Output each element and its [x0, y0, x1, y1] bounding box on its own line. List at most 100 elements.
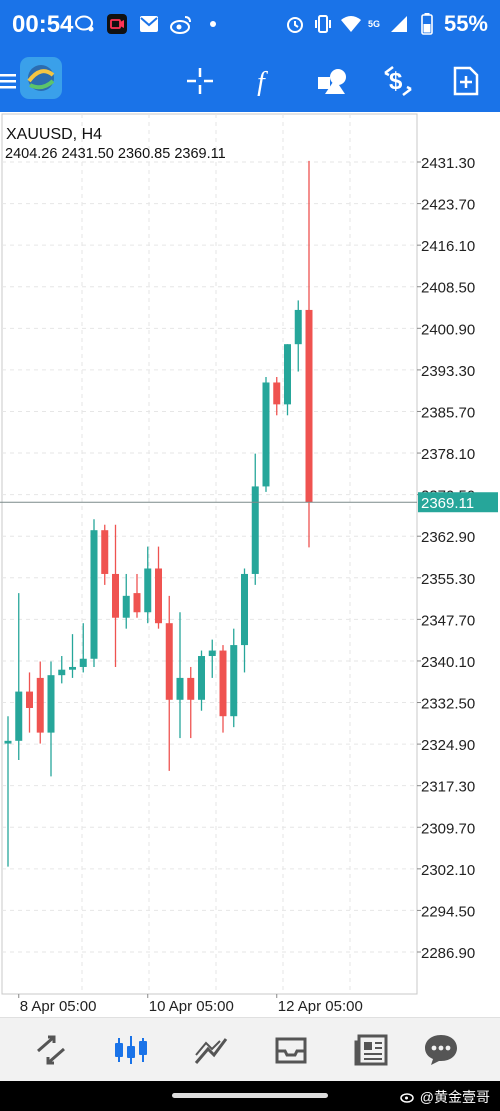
bull-candle: [241, 573, 248, 646]
menu-icon[interactable]: [0, 63, 22, 99]
bear-candle: [187, 677, 195, 700]
time-axis: 8 Apr 05:00 10 Apr 05:00 12 Apr 05:00: [18, 994, 363, 1015]
price-tick-label: 2286.90: [421, 945, 475, 962]
time-tick-label: 12 Apr 05:00: [278, 998, 363, 1015]
bear-candle: [112, 573, 119, 618]
bear-candle: [26, 691, 33, 708]
bull-candle: [198, 656, 205, 700]
plot-frame: [1, 113, 418, 995]
price-tick-label: 2309.70: [421, 820, 475, 837]
watermark: @黄金壹哥: [400, 1087, 490, 1107]
current-price-line: 2369.11: [0, 492, 498, 513]
history-icon[interactable]: [271, 1030, 311, 1070]
time-tick-label: 8 Apr 05:00: [20, 998, 97, 1015]
price-tick-label: 2385.70: [421, 404, 475, 421]
svg-text:$: $: [389, 68, 403, 95]
bear-candle: [165, 623, 173, 700]
price-tag: [418, 492, 498, 513]
price-tick-label: 2408.50: [421, 280, 475, 297]
chart-icon[interactable]: [111, 1030, 151, 1070]
price-tick-label: 2302.10: [421, 862, 475, 879]
time-tick-label: 10 Apr 05:00: [149, 998, 234, 1015]
status-right-group: 5G 55%: [284, 11, 488, 37]
bull-candle: [262, 382, 270, 487]
function-icon[interactable]: f: [247, 63, 283, 99]
chart-ohlc: 2404.26 2431.50 2360.85 2369.11: [5, 146, 226, 162]
bull-candle: [176, 677, 184, 700]
chat-bubble-icon: [74, 13, 96, 35]
price-tick-label: 2423.70: [421, 197, 475, 214]
bull-candle: [294, 309, 302, 345]
bear-candle: [273, 382, 281, 405]
bear-candle: [305, 309, 313, 503]
chart-area[interactable]: 2431.30 2423.70 2416.10 2408.50 2400.90 2393.…: [0, 112, 500, 1017]
price-tick-label: 2340.10: [421, 654, 475, 671]
bull-candle: [208, 650, 216, 657]
trade-nav-icon[interactable]: [191, 1030, 231, 1070]
alarm-icon: [284, 13, 306, 35]
weibo-watermark-icon: [400, 1089, 416, 1106]
chart-grid: [1, 113, 418, 995]
mail-icon: [138, 13, 160, 35]
bear-candle: [36, 677, 44, 733]
price-tick-label: 2317.30: [421, 779, 475, 796]
status-bar: 00:54 5G 55%: [0, 0, 500, 50]
bull-candle: [15, 691, 23, 741]
price-tick-label: 2332.50: [421, 696, 475, 713]
app-logo-icon[interactable]: [20, 57, 62, 99]
price-tick-label: 2324.90: [421, 737, 475, 754]
battery-level: 55%: [443, 11, 488, 36]
price-tick-label: 2400.90: [421, 321, 475, 338]
bull-candle: [79, 658, 87, 667]
dot-icon: [202, 13, 224, 35]
bull-candle: [230, 645, 238, 717]
bull-candle: [69, 666, 76, 670]
bull-candle: [251, 486, 259, 574]
network-type: 5G: [367, 18, 380, 29]
bull-candle: [4, 740, 12, 744]
messages-icon[interactable]: [421, 1030, 461, 1070]
home-indicator[interactable]: [172, 1093, 328, 1098]
status-notification-icons: [74, 13, 224, 35]
bear-candle: [155, 568, 162, 624]
candlestick-chart[interactable]: 2431.30 2423.70 2416.10 2408.50 2400.90 2393.…: [0, 112, 500, 1017]
objects-icon[interactable]: [315, 63, 351, 99]
price-tick-label: 2378.10: [421, 446, 475, 463]
quotes-icon[interactable]: [31, 1030, 71, 1070]
chart-symbol: XAUUSD, H4: [6, 126, 102, 143]
weibo-icon: [170, 13, 192, 35]
gesture-bar: @黄金壹哥: [0, 1081, 500, 1111]
bull-candle: [90, 530, 98, 659]
bull-candle: [58, 669, 66, 676]
bull-candle: [284, 344, 291, 405]
bear-candle: [133, 593, 141, 613]
watermark-text: @黄金壹哥: [419, 1089, 490, 1105]
bull-candle: [144, 568, 152, 613]
trade-icon[interactable]: $: [380, 63, 416, 99]
price-tick-label: 2362.90: [421, 529, 475, 546]
candles: [4, 160, 313, 867]
vibrate-icon: [312, 13, 334, 35]
crosshair-icon[interactable]: [182, 63, 218, 99]
price-axis: 2431.30 2423.70 2416.10 2408.50 2400.90 2393.…: [417, 155, 475, 962]
status-time: 00:54: [12, 11, 74, 38]
price-tick-label: 2294.50: [421, 903, 475, 920]
news-icon[interactable]: [351, 1030, 391, 1070]
new-order-icon[interactable]: [448, 63, 484, 99]
bear-candle: [219, 650, 227, 717]
video-record-icon: [106, 13, 128, 35]
price-tick-label: 2347.70: [421, 612, 475, 629]
svg-text:f: f: [257, 67, 268, 96]
chart-toolbar: f $: [0, 50, 500, 112]
price-tag-label: 2369.11: [421, 495, 474, 512]
battery-icon: [416, 13, 438, 35]
price-tick-label: 2355.30: [421, 571, 475, 588]
bull-candle: [122, 595, 130, 618]
bottom-navigation: [0, 1017, 500, 1082]
wifi-icon: [340, 13, 362, 35]
price-tick-label: 2393.30: [421, 363, 475, 380]
bull-candle: [47, 675, 55, 733]
bear-candle: [101, 530, 109, 574]
price-tick-label: 2431.30: [421, 155, 475, 172]
signal-icon: [388, 13, 410, 35]
